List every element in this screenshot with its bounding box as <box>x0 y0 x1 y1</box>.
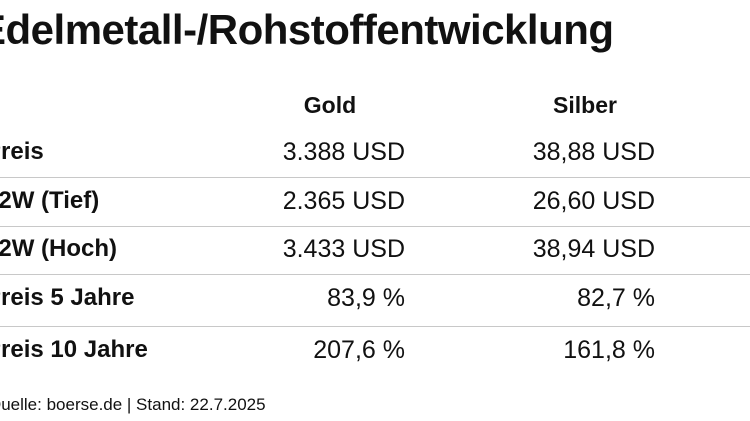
title: Edelmetall-/Rohstoffentwicklung <box>0 6 614 53</box>
cell-value: 82,7 % <box>577 284 655 312</box>
row-label: Preis 5 Jahre <box>0 284 135 311</box>
cell-value: 207,6 % <box>313 336 405 364</box>
cell-value: 26,60 USD <box>532 187 655 215</box>
cell-value: 38,88 USD <box>532 138 655 166</box>
row-separator <box>0 326 750 327</box>
cell-value: 3.388 USD <box>282 138 405 166</box>
row-separator <box>0 226 750 227</box>
row-label: Preis 10 Jahre <box>0 336 148 363</box>
row-label: 52W (Tief) <box>0 187 100 214</box>
cell-value: 38,94 USD <box>532 235 655 263</box>
source-note: Quelle: boerse.de | Stand: 22.7.2025 <box>0 395 266 414</box>
row-separator <box>0 177 750 178</box>
row-separator <box>0 274 750 275</box>
row-label: Preis <box>0 138 44 165</box>
cell-value: 2.365 USD <box>282 187 405 215</box>
column-header: Gold <box>303 92 357 118</box>
cell-value: 161,8 % <box>563 336 655 364</box>
column-header: Silber <box>553 92 617 118</box>
cell-value: 83,9 % <box>327 284 405 312</box>
row-label: 52W (Hoch) <box>0 235 117 262</box>
cell-value: 3.433 USD <box>282 235 405 263</box>
